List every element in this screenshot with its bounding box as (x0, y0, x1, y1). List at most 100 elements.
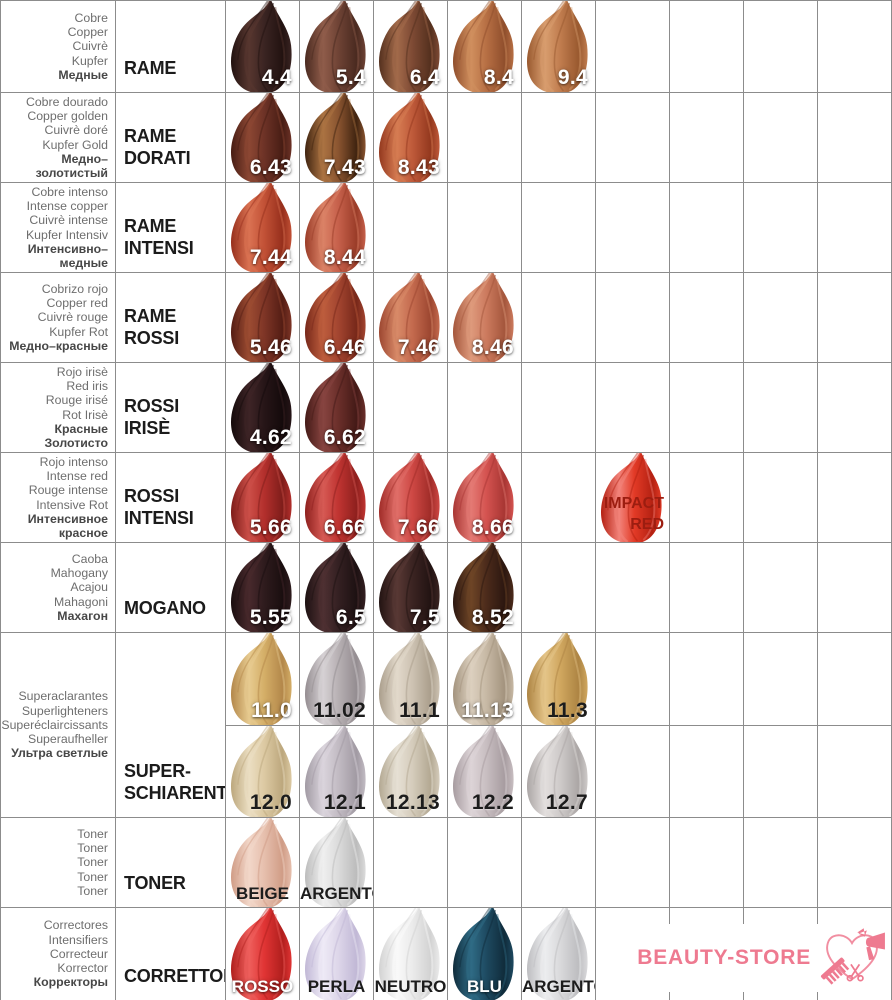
swatch-7-44: 7.44 (226, 183, 300, 273)
empty-cell (744, 183, 818, 273)
translation-line: медные (59, 256, 108, 270)
swatch-12-13: 12.13 (374, 726, 448, 818)
hair-lock-swatch (231, 183, 292, 272)
empty-cell (374, 818, 448, 908)
empty-cell (596, 183, 670, 273)
translation-line: Cuivrè rouge (37, 310, 108, 325)
shade-code: 8.44 (323, 246, 366, 269)
empty-cell (522, 453, 596, 543)
translation-line: Copper (67, 25, 108, 40)
empty-cell (818, 363, 892, 453)
swatch-7-46: 7.46 (374, 273, 448, 363)
hair-lock-swatch (305, 93, 366, 182)
hair-lock-swatch (305, 633, 366, 725)
hair-lock-swatch (453, 1, 514, 92)
swatch-12-2: 12.2 (448, 726, 522, 818)
empty-cell (818, 726, 892, 818)
empty-cell (596, 726, 670, 818)
shade-code: 8.46 (471, 336, 514, 359)
hair-lock-swatch (379, 726, 440, 817)
empty-cell (596, 363, 670, 453)
translation-line: Intensive Rot (36, 497, 108, 512)
translation-line: Mahogany (50, 566, 108, 581)
swatch-blu: BLU (448, 908, 522, 1000)
translation-line: Интенсивно– (27, 241, 108, 256)
translation-line: Superaufheller (28, 732, 108, 747)
category-name: TONER (124, 873, 186, 894)
hair-lock-swatch (379, 1, 440, 92)
translation-line: Cobre (74, 10, 109, 25)
translation-line: Toner (77, 826, 108, 841)
translation-line: Махагон (57, 608, 108, 623)
hair-lock-swatch (453, 726, 514, 817)
shade-code: 7.66 (397, 516, 440, 539)
hair-lock-swatch (305, 543, 366, 632)
swatch-4-4: 4.4 (226, 1, 300, 93)
category-name: ROSSI IRISÈ (124, 396, 180, 439)
empty-cell (670, 818, 744, 908)
swatch-8-44: 8.44 (300, 183, 374, 273)
translation-line: Rojo intenso (39, 454, 108, 469)
shade-code: 5.46 (249, 336, 292, 359)
translation-line: Copper red (46, 296, 108, 311)
shade-code: NEUTRO (374, 977, 447, 996)
hair-lock-swatch (305, 908, 366, 1000)
translation-line: Intense red (46, 469, 108, 483)
category-label: ROSSI INTENSI (116, 453, 226, 543)
category-label: RAME DORATI (116, 93, 226, 183)
hair-lock-swatch (379, 908, 440, 1000)
translation-line: Mahagoni (53, 594, 108, 609)
swatch-5-66: 5.66 (226, 453, 300, 543)
translation-labels: Cobre Copper Cuivrè Kupfer Медные (1, 1, 116, 93)
translation-line: Superaclarantes (18, 689, 108, 704)
translation-line: Caoba (71, 551, 108, 566)
hair-lock-swatch (453, 633, 514, 725)
translation-line: Kupfer (71, 53, 108, 68)
translation-line: Медно–красные (9, 338, 108, 353)
swatch-11-0: 11.0 (226, 633, 300, 726)
empty-cell (522, 363, 596, 453)
translation-line: Kupfer Gold (42, 137, 108, 152)
swatch-11-3: 11.3 (522, 633, 596, 726)
empty-cell (374, 183, 448, 273)
hair-lock-swatch (305, 183, 366, 272)
hair-lock-swatch (453, 273, 514, 362)
brand-name: BEAUTY-STORE (637, 946, 811, 969)
translation-labels: Cobre intenso Intense copper Cuivrè intens… (1, 183, 116, 273)
brand-logo: BEAUTY-STORE (627, 924, 890, 992)
category-name: SUPER- SCHIARENTI (124, 761, 226, 804)
swatch-8-4: 8.4 (448, 1, 522, 93)
translation-line: Korrector (57, 961, 108, 976)
translation-labels: Rojo irisè Red iris Rouge irisé Rot Irisè Кр… (1, 363, 116, 453)
shade-code: BLU (467, 977, 502, 996)
category-name: RAME ROSSI (124, 306, 180, 349)
shade-code: 6.43 (249, 156, 292, 179)
translation-line: Superéclaircissants (1, 717, 108, 732)
swatch-5-55: 5.55 (226, 543, 300, 633)
hair-lock-swatch (305, 1, 366, 92)
shade-code: 12.1 (323, 791, 366, 814)
shade-code: 9.4 (557, 66, 588, 89)
empty-cell (744, 818, 818, 908)
shade-code: 11.3 (547, 699, 588, 722)
translation-labels: Caoba Mahogany Acajou Mahagoni Махагон (1, 543, 116, 633)
empty-cell (818, 1, 892, 93)
category-name: RAME (124, 58, 177, 79)
translation-line: Acajou (70, 580, 108, 595)
empty-cell (818, 543, 892, 633)
category-label: CORRETTORI (116, 908, 226, 1000)
translation-line: Kupfer Rot (49, 324, 108, 339)
translation-line: Correcteur (49, 946, 108, 961)
hair-lock-swatch (231, 363, 292, 452)
shade-code: 8.66 (471, 516, 514, 539)
swatch-argento: ARGENTO (522, 908, 596, 1000)
translation-labels: Superaclarantes Superlighteners Superéclai… (1, 633, 116, 818)
shade-code: 11.0 (251, 699, 292, 722)
shade-code: 11.13 (461, 699, 514, 722)
swatch-9-4: 9.4 (522, 1, 596, 93)
shade-code: ARGENTO (300, 884, 373, 903)
empty-cell (744, 633, 818, 726)
swatch-11-02: 11.02 (300, 633, 374, 726)
translation-line: Cuivrè intense (29, 213, 108, 228)
shade-code: 6.5 (335, 606, 366, 629)
